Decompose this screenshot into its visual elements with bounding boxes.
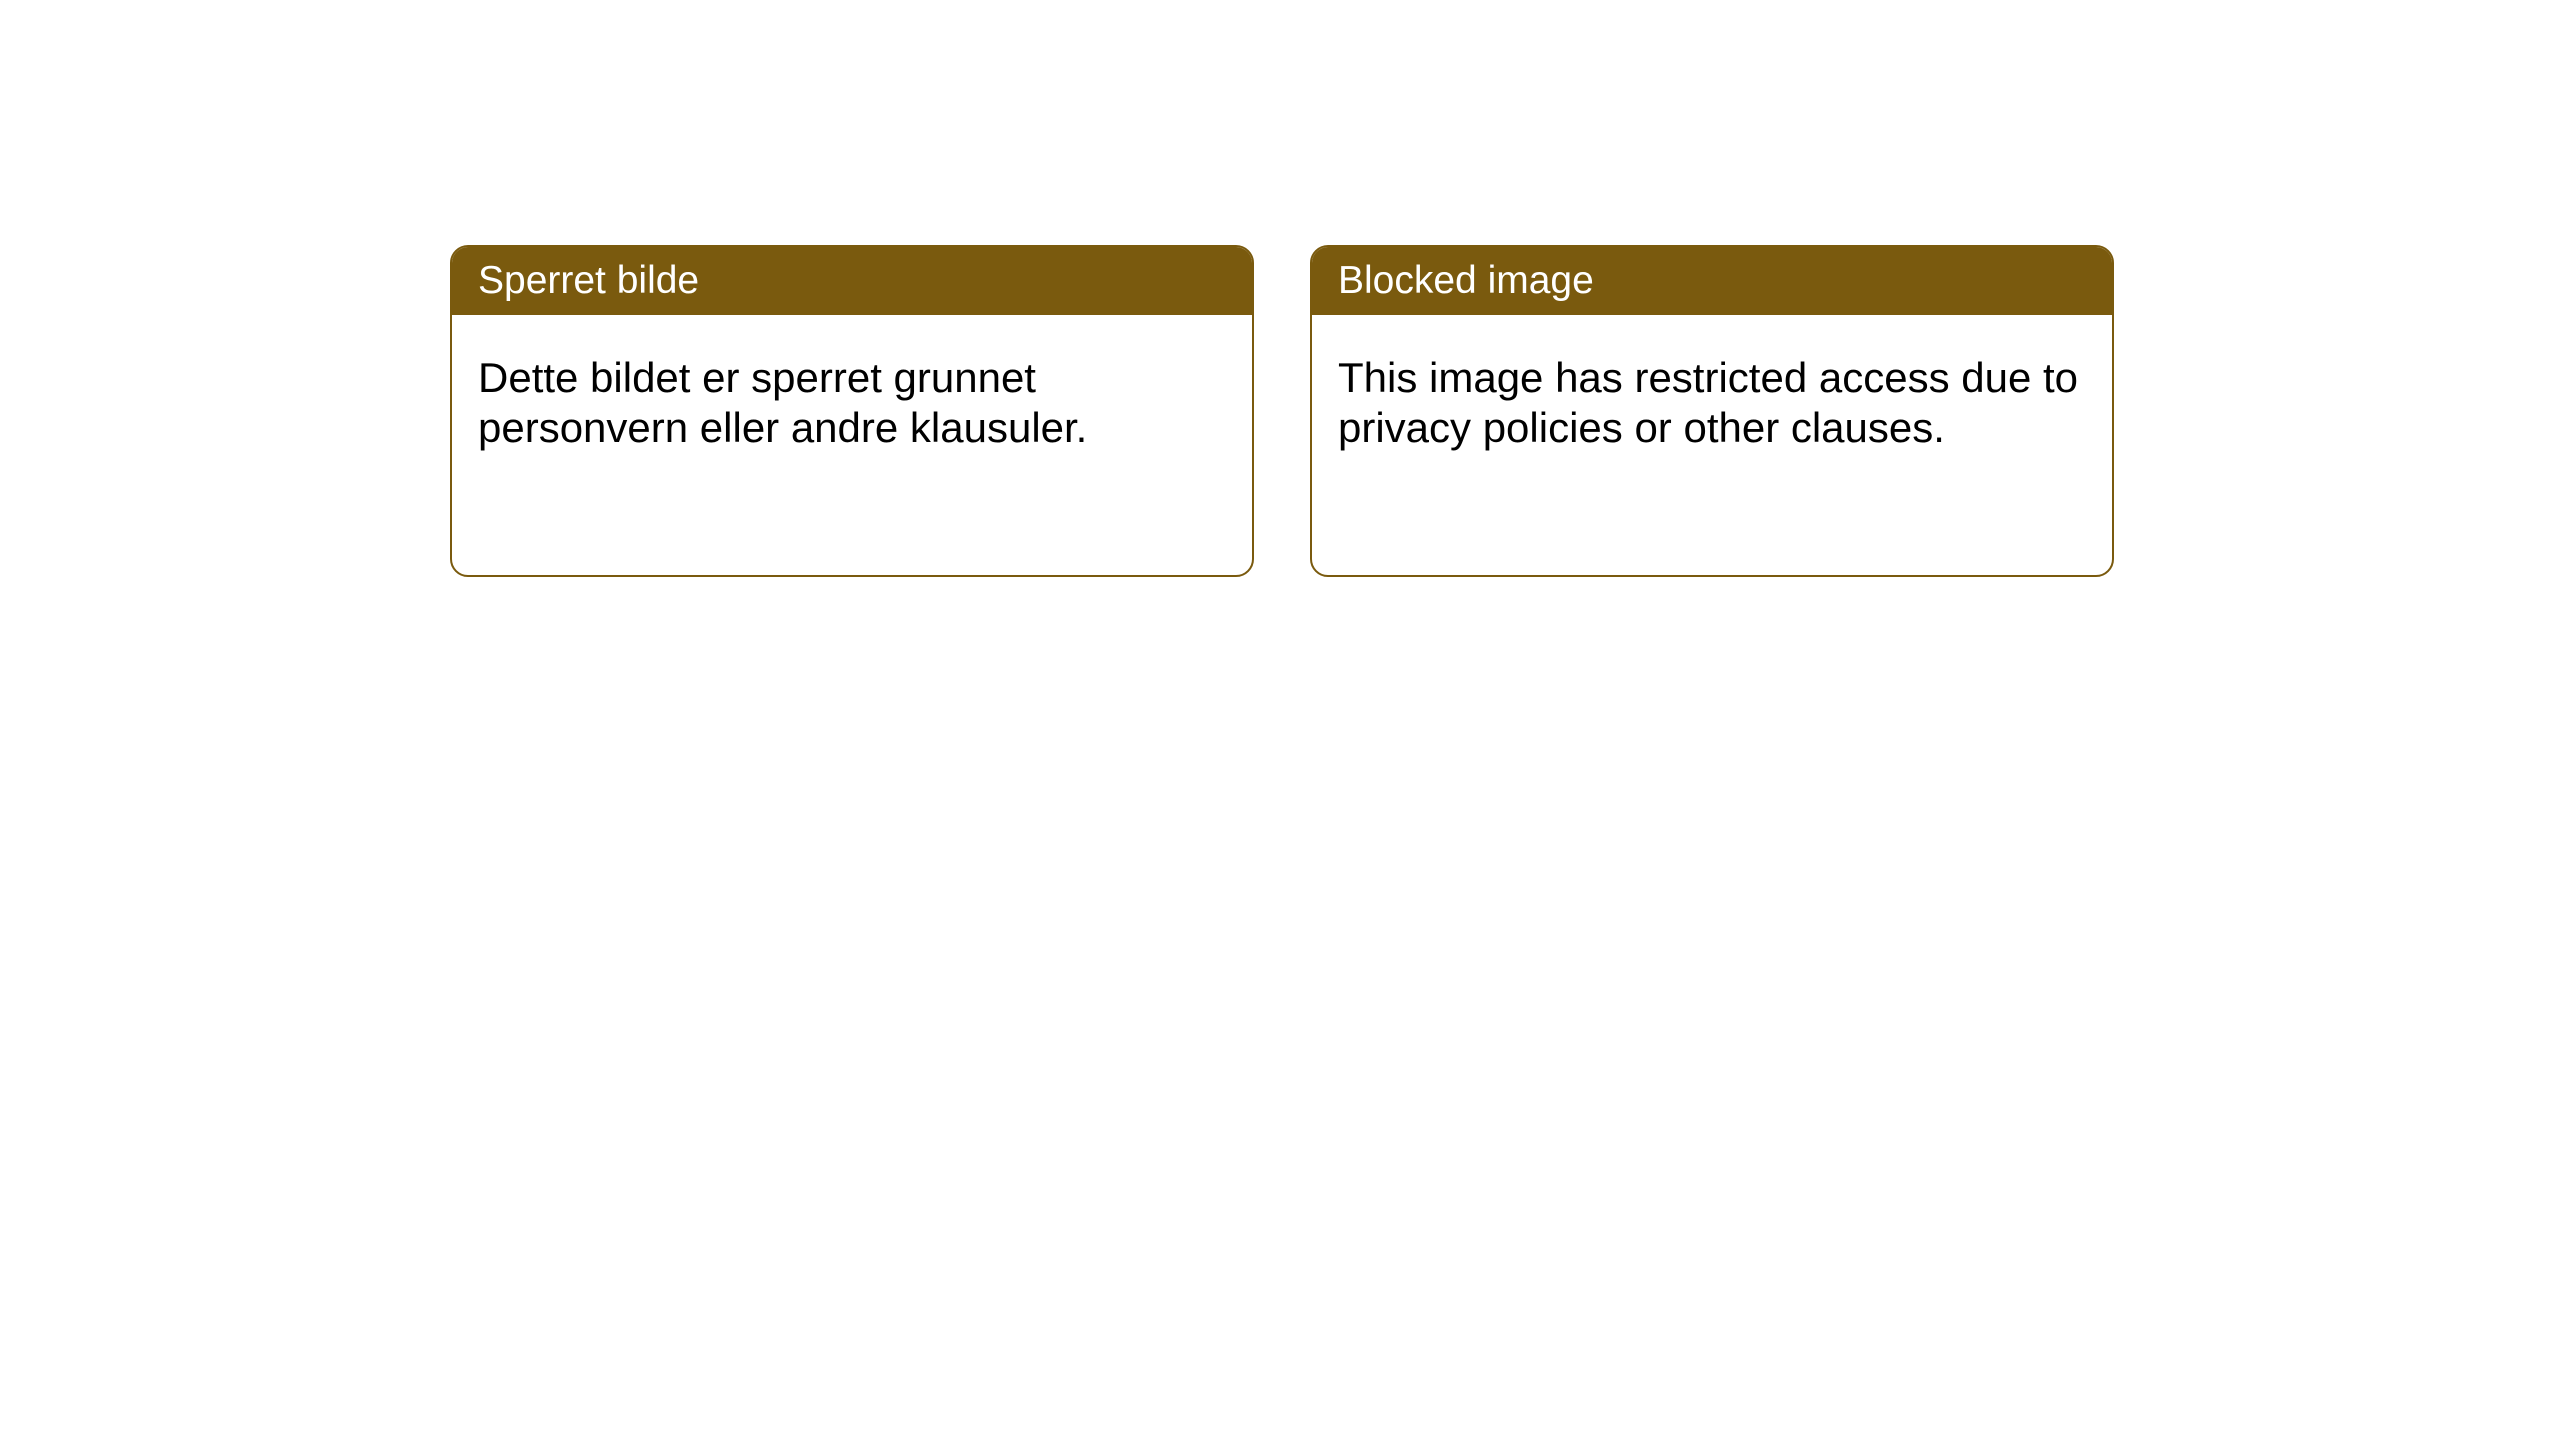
notice-card-english: Blocked image This image has restricted … — [1310, 245, 2114, 577]
notice-header-english: Blocked image — [1312, 247, 2112, 315]
notice-body-norwegian: Dette bildet er sperret grunnet personve… — [452, 315, 1252, 492]
notice-card-norwegian: Sperret bilde Dette bildet er sperret gr… — [450, 245, 1254, 577]
notice-header-norwegian: Sperret bilde — [452, 247, 1252, 315]
notice-body-english: This image has restricted access due to … — [1312, 315, 2112, 492]
notice-container: Sperret bilde Dette bildet er sperret gr… — [0, 0, 2560, 577]
